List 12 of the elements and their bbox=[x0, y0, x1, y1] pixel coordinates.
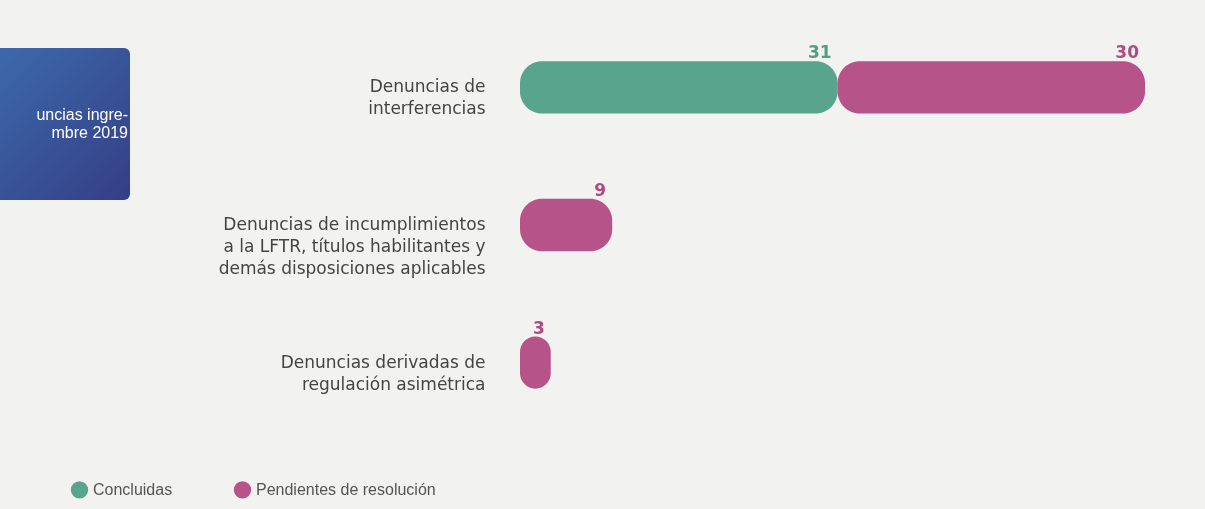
legend-label: Concluidas bbox=[93, 480, 173, 498]
data-label: 3 bbox=[532, 317, 545, 338]
data-label: 31 bbox=[807, 42, 832, 63]
legend-label: Pendientes de resolución bbox=[256, 480, 436, 498]
bar bbox=[520, 61, 838, 114]
y-tick-label: Denuncias de incumplimientos a la LFTR, títulos habilitantes y demás disposiciones aplicables bbox=[218, 214, 486, 278]
bar bbox=[837, 61, 1145, 114]
data-label: 9 bbox=[594, 180, 607, 200]
data-label: 30 bbox=[1115, 42, 1140, 63]
y-tick-label: Denuncias de interferencias bbox=[368, 76, 486, 119]
text: uncias ingre- mbre 2019 bbox=[0, 48, 130, 200]
y-tick-label: Denuncias derivadas de regulación asimétrica bbox=[280, 351, 486, 394]
